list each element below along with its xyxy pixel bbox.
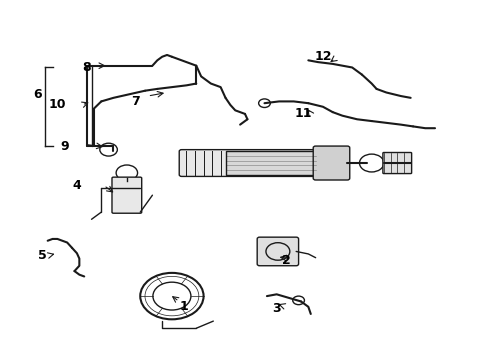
FancyBboxPatch shape [257, 237, 298, 266]
Text: 2: 2 [282, 254, 291, 267]
Text: 5: 5 [38, 248, 47, 261]
Text: 11: 11 [294, 107, 312, 120]
Text: 4: 4 [73, 179, 81, 192]
Bar [225, 152, 316, 175]
FancyBboxPatch shape [112, 177, 142, 213]
FancyBboxPatch shape [383, 153, 412, 174]
Text: 9: 9 [60, 140, 69, 153]
Text: 3: 3 [272, 302, 281, 315]
Text: 1: 1 [180, 300, 189, 313]
Text: 10: 10 [49, 99, 66, 112]
FancyBboxPatch shape [313, 146, 350, 180]
Text: 8: 8 [82, 61, 91, 74]
Text: 7: 7 [131, 95, 140, 108]
FancyBboxPatch shape [179, 150, 318, 176]
Text: 12: 12 [314, 50, 332, 63]
Text: 6: 6 [34, 88, 42, 101]
